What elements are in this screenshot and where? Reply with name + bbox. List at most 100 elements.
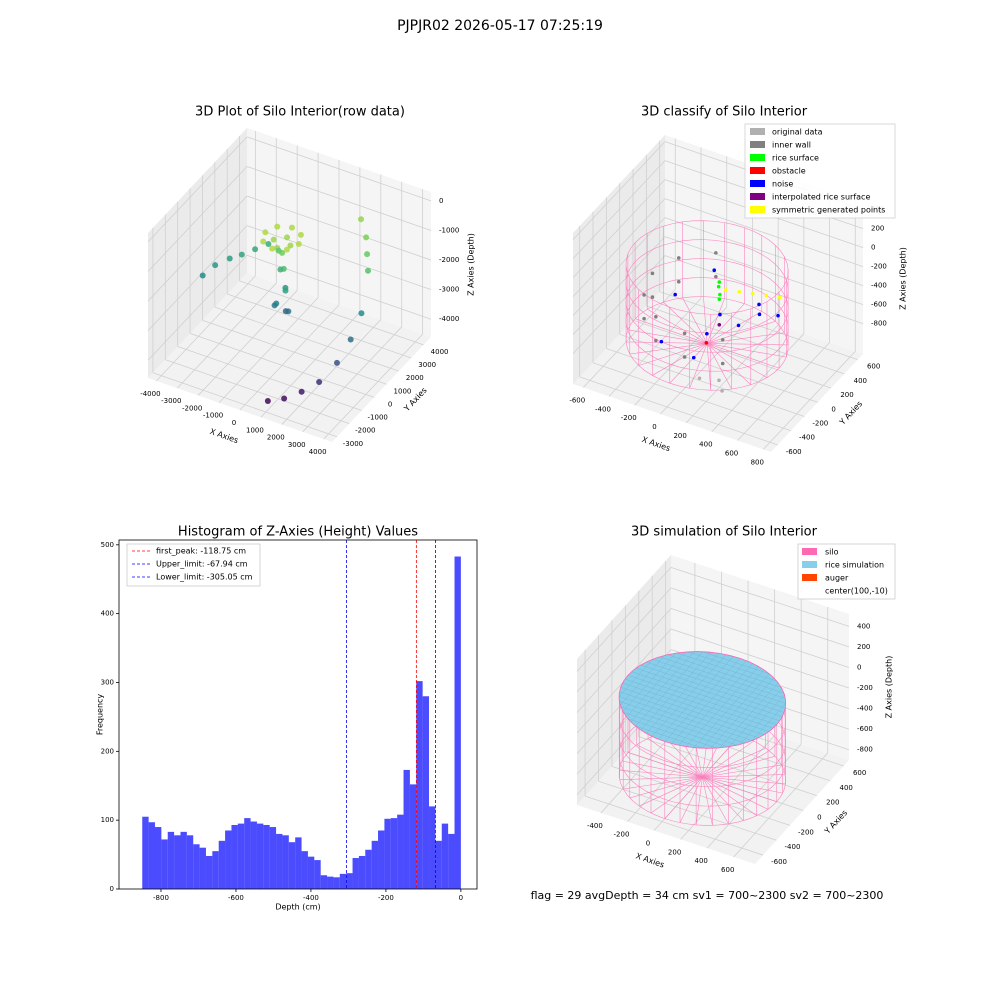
bar [441, 823, 449, 889]
grid-line [302, 326, 403, 433]
x-tick-label: 0 [232, 419, 236, 427]
bar [142, 816, 149, 889]
grid-line [659, 291, 858, 361]
point [298, 388, 305, 395]
x-tick-label: -3000 [161, 397, 181, 405]
point [358, 216, 365, 223]
left-pane [573, 135, 665, 384]
status-text: flag = 29 avgDepth = 34 cm sv1 = 700~230… [531, 889, 884, 902]
z-tick-label: 0 [439, 197, 443, 205]
bar [218, 840, 226, 889]
silo-edge [646, 233, 708, 344]
silo-edge [702, 716, 783, 794]
silo-edge [652, 299, 708, 376]
point [676, 279, 681, 284]
point [226, 255, 233, 262]
y-tick-label: 400 [854, 377, 867, 385]
legend-label: noise [772, 180, 793, 189]
point [717, 378, 721, 383]
bar [205, 855, 213, 889]
point [704, 341, 709, 345]
bar [397, 814, 404, 889]
point [270, 236, 277, 243]
bar [416, 681, 423, 889]
grid-line [576, 567, 672, 672]
silo-edge [702, 743, 744, 821]
y-tick-label: -400 [785, 843, 801, 851]
bar [288, 842, 296, 889]
legend-swatch [802, 548, 817, 555]
point [212, 262, 219, 269]
x-tick-label: -200 [621, 414, 637, 422]
point [358, 310, 365, 317]
y-tick-label: 4000 [431, 348, 449, 356]
point [238, 251, 245, 258]
point [720, 361, 725, 366]
bar [186, 835, 194, 889]
point [757, 312, 762, 317]
grid-line [202, 319, 387, 385]
bar [148, 822, 155, 889]
grid-line [737, 342, 830, 441]
bar [448, 833, 455, 889]
silo-edge [707, 268, 789, 346]
grid-line [711, 333, 805, 432]
point [283, 246, 290, 253]
legend-label: Lower_limit: -305.05 cm [156, 573, 253, 582]
bar [250, 821, 257, 889]
silo-edge [706, 314, 712, 391]
y-tick-label: 0 [110, 885, 114, 893]
point [736, 323, 741, 328]
silo-edge [629, 720, 703, 799]
grid-line [572, 217, 666, 316]
y-tick-label: 400 [101, 610, 114, 618]
left-pane [148, 128, 247, 378]
y-tick-label: -400 [799, 434, 815, 442]
grid-line [576, 608, 672, 713]
silo-edge [706, 227, 745, 344]
point [288, 224, 295, 231]
grid-line [664, 236, 864, 305]
x-tick-label: -400 [587, 822, 603, 830]
y-tick-label: 500 [101, 541, 114, 549]
x-tick-label: 800 [751, 458, 764, 466]
z-tick-label: -4000 [439, 315, 459, 323]
x-tick-label: 0 [652, 423, 656, 431]
x-tick-label: -200 [614, 831, 630, 839]
y-tick-label: 200 [840, 391, 853, 399]
legend-label: auger [825, 574, 849, 583]
legend-swatch [750, 167, 765, 174]
z-tick-label: 200 [871, 225, 884, 233]
point [676, 256, 681, 260]
point [682, 331, 687, 336]
bar [378, 830, 385, 889]
point [650, 295, 655, 299]
x-tick-label: 3000 [288, 441, 306, 449]
z-tick-label: -400 [871, 282, 887, 290]
bar [212, 851, 219, 889]
bar [371, 840, 379, 889]
point [718, 312, 722, 317]
grid-line [572, 236, 666, 335]
floor-pane [573, 286, 863, 452]
legend-label: silo [825, 548, 839, 557]
mesh-line [688, 651, 785, 745]
point [347, 336, 354, 343]
x-tick-label: 600 [721, 866, 734, 874]
silo-edge [618, 693, 703, 778]
point [737, 289, 742, 294]
legend-swatch [750, 180, 765, 187]
mesh-line [702, 651, 786, 741]
bar [352, 858, 359, 889]
point [714, 251, 718, 255]
point [252, 246, 259, 253]
point [275, 247, 282, 254]
point [282, 287, 289, 294]
point [697, 376, 702, 381]
point [274, 223, 281, 230]
grid-line [246, 195, 432, 261]
silo-edge [707, 281, 787, 358]
y-tick-label: 100 [101, 816, 114, 824]
legend-swatch [750, 206, 765, 213]
